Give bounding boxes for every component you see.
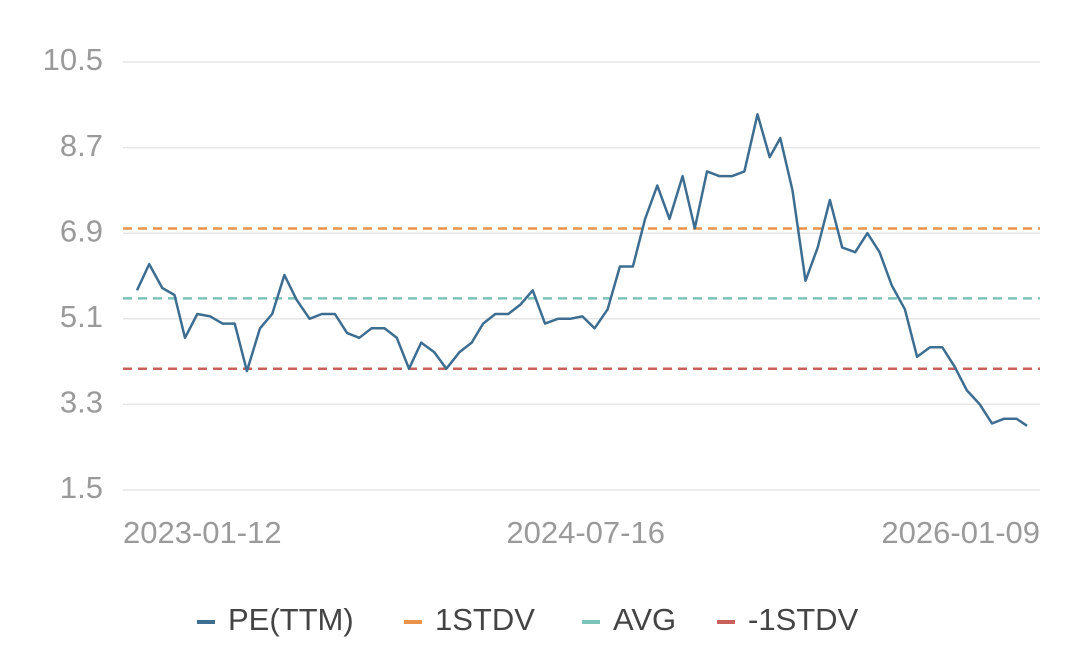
x-tick-label: 2023-01-12 bbox=[123, 515, 282, 550]
y-tick-label: 3.3 bbox=[60, 385, 103, 420]
y-tick-label: 5.1 bbox=[60, 299, 103, 334]
pe-line bbox=[135, 113, 1028, 427]
legend-label: PE(TTM) bbox=[228, 602, 354, 637]
x-tick-label: 2026-01-09 bbox=[881, 515, 1040, 550]
legend-label: AVG bbox=[613, 602, 676, 637]
y-tick-label: 1.5 bbox=[60, 470, 103, 505]
y-tick-label: 10.5 bbox=[43, 42, 103, 77]
x-tick-label: 2024-07-16 bbox=[506, 515, 665, 550]
y-tick-label: 6.9 bbox=[60, 213, 103, 248]
legend-label: -1STDV bbox=[748, 602, 859, 637]
legend-label: 1STDV bbox=[435, 602, 535, 637]
y-tick-label: 8.7 bbox=[60, 128, 103, 163]
